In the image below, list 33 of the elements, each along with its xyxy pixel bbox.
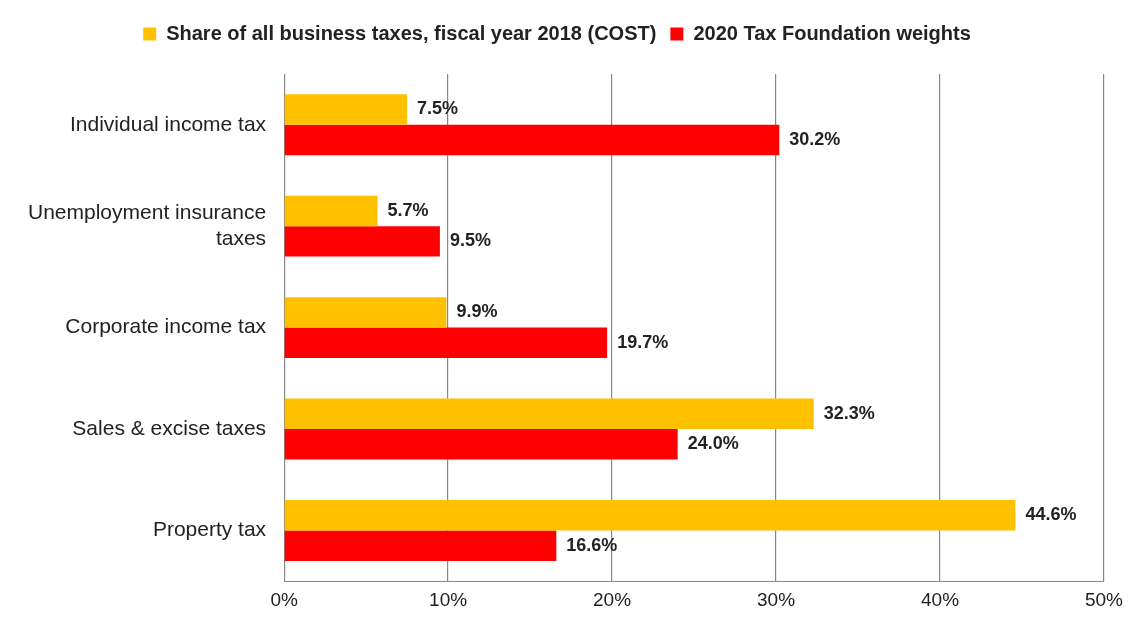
x-tick-label: 30% [757,588,796,610]
bar [284,94,408,125]
bar [284,398,814,430]
y-tick-label: Property tax [152,517,267,541]
data-label: 9.5% [449,230,491,251]
y-tick-label: Corporate income tax [65,314,267,338]
bar [284,327,608,359]
data-label: 30.2% [789,128,841,149]
bar [284,195,378,227]
bar [284,297,447,328]
legend-label: 2020 Tax Foundation weights [693,21,971,44]
bar [284,124,780,156]
data-label: 19.7% [617,331,669,352]
bar [284,500,1016,531]
x-tick-label: 40% [921,588,960,610]
x-tick-label: 20% [593,588,632,610]
data-label: 7.5% [417,98,459,119]
x-tick-label: 50% [1084,588,1124,610]
x-tick-label: 10% [429,588,468,610]
bar [284,530,557,561]
y-tick-label: Individual income tax [70,111,267,135]
bar [284,429,678,460]
data-label: 5.7% [387,199,429,220]
legend-label: Share of all business taxes, fiscal year 2018 (COST) [166,21,657,44]
y-tick-label: Unemployment insurance taxes [27,200,267,249]
x-tick-label: 0% [270,588,298,610]
data-label: 32.3% [823,402,875,423]
data-label: 24.0% [687,433,739,454]
data-label: 44.6% [1025,504,1077,525]
y-tick-label: Sales & excise taxes [72,415,267,439]
data-label: 16.6% [566,534,618,555]
data-label: 9.9% [456,301,498,322]
bar [284,226,440,257]
